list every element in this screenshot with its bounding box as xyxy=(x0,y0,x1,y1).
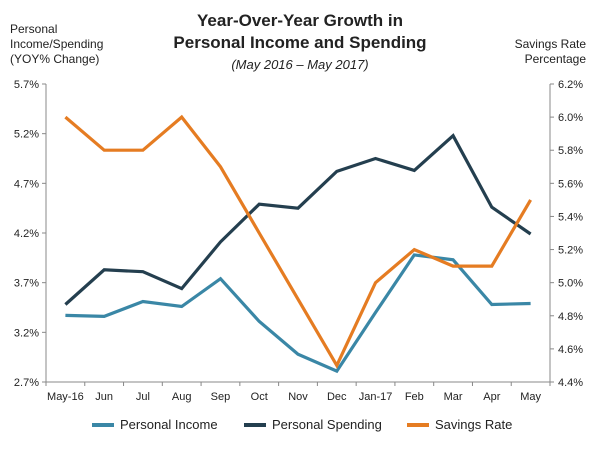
chart-title-line2: Personal Income and Spending xyxy=(173,33,427,52)
series-line-personal-spending xyxy=(64,133,532,306)
left-tick-label: 3.2% xyxy=(14,327,39,339)
left-axis-title: Personal Income/Spending (YOY% Change) xyxy=(10,22,103,67)
right-tick-label: 5.6% xyxy=(558,178,583,190)
left-axis-title-line: Income/Spending xyxy=(10,37,104,51)
legend-swatch-personal-income xyxy=(92,422,114,427)
left-tick-label: 4.7% xyxy=(14,178,39,190)
legend-label-savings-rate: Savings Rate xyxy=(435,417,513,432)
chart-subtitle: (May 2016 – May 2017) xyxy=(231,57,369,72)
x-tick-label: Jan-17 xyxy=(359,391,393,403)
right-axis-title-line: Percentage xyxy=(524,52,586,66)
left-axis-title-line: Personal xyxy=(10,22,58,36)
left-tick-label: 4.2% xyxy=(14,228,39,240)
legend-label-personal-income: Personal Income xyxy=(120,417,218,432)
right-tick-label: 4.6% xyxy=(558,344,583,356)
right-tick-label: 5.0% xyxy=(558,278,583,290)
x-tick-label: Sep xyxy=(211,391,231,403)
x-tick-label: May-16 xyxy=(47,391,84,403)
x-tick-label: Nov xyxy=(288,391,308,403)
x-tick-label: Jun xyxy=(95,391,113,403)
series-line-savings-rate xyxy=(64,114,532,369)
x-tick-label: Dec xyxy=(327,391,347,403)
x-tick-label: Apr xyxy=(483,391,500,403)
left-tick-label: 5.2% xyxy=(14,129,39,141)
right-tick-label: 6.2% xyxy=(558,79,583,91)
chart-title: Year-Over-Year Growth in Personal Income… xyxy=(0,10,600,54)
legend: Personal Income Personal Spending Saving… xyxy=(0,417,600,437)
right-tick-label: 5.8% xyxy=(558,145,583,157)
x-tick-label: Jul xyxy=(136,391,150,403)
right-tick-label: 4.8% xyxy=(558,311,583,323)
right-tick-label: 4.4% xyxy=(558,377,583,389)
left-tick-label: 5.7% xyxy=(14,79,39,91)
legend-label-personal-spending: Personal Spending xyxy=(272,417,382,432)
right-axis-title: Savings Rate Percentage xyxy=(515,37,586,67)
x-tick-label: May xyxy=(520,391,541,403)
x-tick-label: Mar xyxy=(444,391,463,403)
left-tick-label: 3.7% xyxy=(14,278,39,290)
legend-swatch-personal-spending xyxy=(244,422,266,427)
left-axis-title-line: (YOY% Change) xyxy=(10,52,100,66)
right-axis-title-line: Savings Rate xyxy=(514,37,586,51)
right-tick-label: 5.4% xyxy=(558,211,583,223)
legend-item-savings-rate: Savings Rate xyxy=(407,417,512,432)
x-tick-label: Aug xyxy=(172,391,192,403)
left-tick-label: 2.7% xyxy=(14,377,39,389)
chart-title-line1: Year-Over-Year Growth in xyxy=(197,11,403,30)
legend-item-personal-income: Personal Income xyxy=(92,417,218,432)
x-tick-label: Feb xyxy=(405,391,424,403)
series-line-personal-income xyxy=(65,253,531,374)
x-tick-label: Oct xyxy=(251,391,268,403)
legend-swatch-savings-rate xyxy=(407,422,429,427)
legend-item-personal-spending: Personal Spending xyxy=(244,417,382,432)
right-tick-label: 6.0% xyxy=(558,112,583,124)
right-tick-label: 5.2% xyxy=(558,245,583,257)
